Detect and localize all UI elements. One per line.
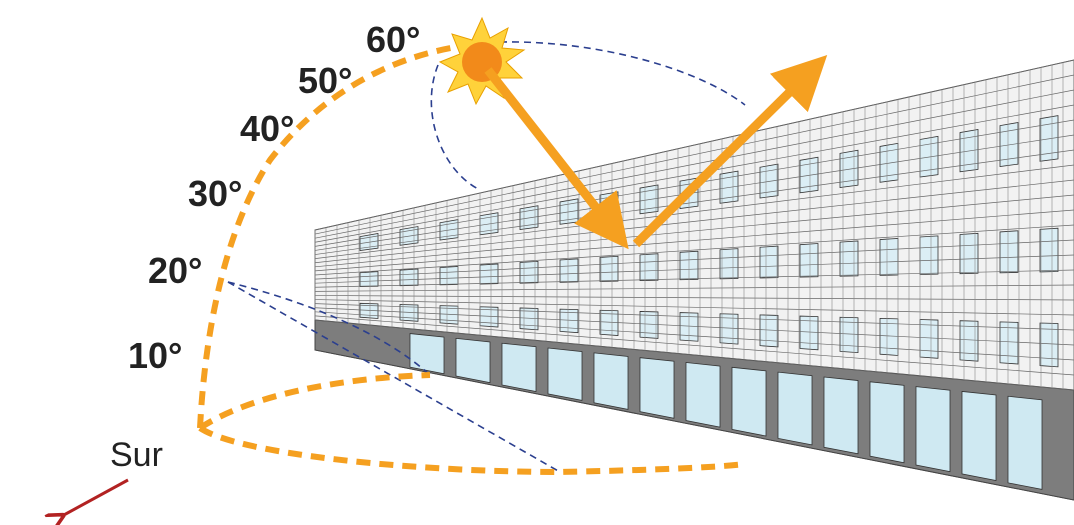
glazing — [915, 386, 951, 473]
window — [439, 266, 459, 286]
window — [959, 232, 979, 275]
louver — [314, 224, 1074, 276]
louver — [314, 303, 1074, 331]
window — [959, 320, 979, 362]
louver — [314, 269, 1074, 288]
louver — [314, 164, 1074, 259]
window — [399, 304, 419, 322]
window — [999, 230, 1019, 274]
louver — [314, 295, 1074, 301]
angle-label: 20° — [148, 250, 202, 291]
angle-label: 60° — [366, 19, 420, 60]
altitude-arc — [197, 42, 471, 429]
glazing — [731, 366, 767, 437]
glazing — [685, 362, 721, 428]
louver — [314, 307, 1074, 346]
louver — [314, 179, 1074, 264]
louver — [314, 299, 1074, 316]
window — [519, 260, 539, 284]
angle-label: 40° — [240, 108, 294, 149]
window — [399, 268, 419, 287]
louver — [314, 149, 1074, 255]
louver — [314, 209, 1074, 272]
window — [719, 248, 739, 280]
glazing — [869, 381, 905, 464]
glazing — [961, 391, 997, 481]
louver — [314, 59, 1074, 231]
glazing — [409, 333, 445, 375]
window — [799, 315, 819, 351]
direction-arrow — [62, 478, 129, 516]
window — [759, 245, 779, 279]
angle-label: 50° — [298, 60, 352, 101]
angle-label: 30° — [188, 173, 242, 214]
window — [639, 311, 659, 339]
window — [359, 271, 379, 288]
glazing — [501, 342, 537, 393]
glazing — [547, 347, 583, 401]
incident-ray — [484, 67, 629, 250]
glazing — [639, 357, 675, 419]
louver — [314, 134, 1074, 251]
sun-path-blue — [227, 281, 431, 376]
window — [999, 321, 1019, 365]
window — [599, 255, 619, 282]
window — [839, 240, 859, 277]
sun-path-blue — [499, 41, 746, 106]
reflected-ray — [632, 55, 828, 248]
window — [479, 263, 499, 285]
louver — [314, 239, 1074, 280]
sun-path-blue — [430, 64, 481, 191]
window — [519, 307, 539, 331]
window — [639, 253, 659, 281]
louver — [314, 254, 1074, 284]
window — [839, 316, 859, 354]
direction-label: Sur — [110, 436, 163, 474]
window — [919, 235, 939, 275]
building — [314, 59, 1074, 501]
window — [1039, 227, 1059, 273]
glazing — [1007, 395, 1043, 490]
louver — [314, 315, 1074, 376]
glazing — [777, 371, 813, 446]
horizon-ellipse — [198, 372, 431, 431]
louver — [314, 89, 1074, 239]
louver — [314, 319, 1074, 391]
window — [999, 122, 1019, 167]
louver — [314, 194, 1074, 268]
window — [719, 313, 739, 345]
window — [959, 128, 979, 173]
window — [799, 243, 819, 278]
glazing — [593, 352, 629, 410]
window — [559, 308, 579, 334]
angle-label: 10° — [128, 335, 182, 376]
window — [559, 258, 579, 283]
sun-path-blue — [227, 281, 561, 473]
glazing — [823, 376, 859, 455]
louver — [314, 311, 1074, 361]
window — [879, 237, 899, 276]
horizon-ellipse — [198, 425, 746, 476]
window — [759, 314, 779, 348]
glazing — [455, 337, 491, 384]
louver — [314, 74, 1074, 235]
louver — [314, 104, 1074, 243]
louver — [314, 284, 1074, 292]
